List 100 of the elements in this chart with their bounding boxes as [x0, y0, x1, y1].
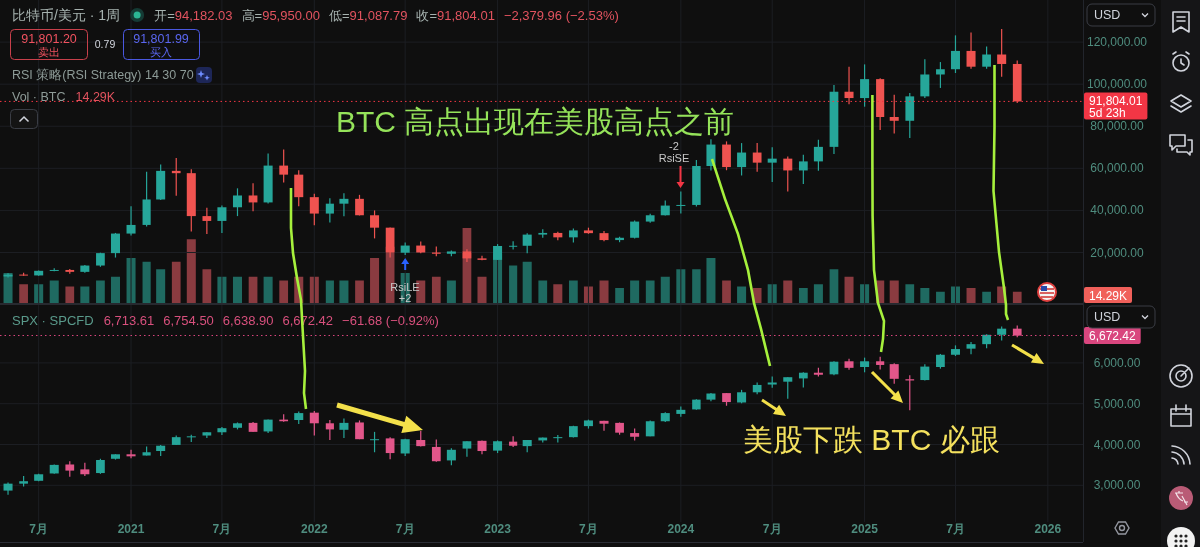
candlestick [950, 34, 960, 74]
bar [813, 284, 823, 303]
candlestick [171, 157, 181, 197]
candlestick [431, 439, 441, 463]
bar [446, 280, 456, 303]
candlestick [889, 362, 899, 385]
candlestick [509, 240, 518, 251]
candlestick [248, 182, 258, 212]
candlestick [966, 32, 976, 70]
annotation: −2,379.96 (−2.53%) [503, 7, 619, 23]
x-tick-label: 7月 [29, 521, 48, 536]
candlestick [385, 436, 395, 460]
ref-line-label: 6,672.42 [1089, 328, 1137, 343]
annotation: -2 [669, 140, 679, 152]
y-tick-label: 4,000.00 [1093, 437, 1141, 452]
x-tick-label: 2025 [851, 521, 879, 536]
candlestick [752, 142, 762, 173]
bar [798, 288, 808, 303]
candlestick [936, 61, 945, 89]
bar [706, 258, 716, 303]
candlestick [339, 417, 349, 439]
annotation: RSI 策略(RSI Strategy) 14 30 70 [12, 68, 194, 82]
candlestick [309, 193, 319, 226]
candlestick [509, 435, 518, 448]
bar [522, 261, 532, 303]
candlestick [813, 139, 823, 172]
annotation: 买入 [150, 46, 172, 58]
bar [248, 276, 258, 303]
y-tick-label: 80,000.00 [1090, 119, 1145, 134]
y-tick-label: 120,000.00 [1086, 35, 1148, 50]
bar [936, 291, 945, 303]
candlestick [80, 462, 90, 477]
candlestick [966, 341, 976, 355]
annotation: −61.68 (−0.92%) [342, 312, 439, 328]
x-tick-label: 7月 [762, 521, 782, 536]
candlestick [630, 219, 640, 240]
text: USD [1094, 8, 1121, 22]
candlestick [783, 376, 793, 400]
bar [96, 280, 105, 303]
text: USD [1094, 310, 1121, 324]
bar [202, 269, 212, 303]
bar [186, 239, 196, 303]
candlestick [325, 419, 334, 441]
bar [263, 276, 273, 303]
bar [34, 284, 44, 303]
x-tick-label: 7月 [212, 521, 232, 536]
annotation: 6,638.90 [222, 312, 274, 328]
candlestick [798, 154, 808, 185]
bar [431, 276, 441, 303]
x-tick-label: 7月 [946, 521, 965, 536]
candlestick [920, 58, 930, 99]
bar [920, 288, 930, 303]
candlestick [997, 28, 1007, 78]
candlestick [783, 155, 793, 193]
bar [110, 276, 120, 303]
candlestick [325, 197, 334, 224]
bar [553, 284, 563, 303]
text: SPX · SPCFD [12, 312, 94, 328]
candlestick [339, 192, 349, 217]
bar [156, 269, 166, 303]
annotation: 高=95,950.00 [241, 7, 320, 23]
bar [783, 280, 793, 303]
x-tick-label: 2023 [484, 521, 512, 536]
bar [49, 280, 59, 303]
x-tick-label: 2026 [1034, 521, 1062, 536]
bar [569, 280, 578, 303]
y-tick-label: 20,000.00 [1090, 245, 1145, 260]
candlestick [370, 431, 380, 453]
candlestick [522, 232, 532, 254]
bar [339, 280, 349, 303]
candlestick [370, 209, 380, 239]
bar [889, 280, 899, 303]
y-tick-label: 100,000.00 [1086, 77, 1148, 92]
bar [19, 284, 28, 303]
candlestick [126, 205, 136, 237]
bar [737, 286, 747, 303]
annotation: 14.29K [75, 90, 116, 104]
x-tick-label: 7月 [579, 521, 598, 536]
annotation: RsiSE [658, 152, 690, 164]
bar [325, 280, 334, 303]
bar [509, 265, 518, 303]
candlestick [126, 449, 136, 459]
bar [80, 286, 90, 303]
bar [905, 284, 915, 303]
candlestick [676, 190, 686, 215]
y-tick-label: 6,000.00 [1093, 355, 1141, 370]
bar [645, 280, 655, 303]
ref-line-label: 91,804.01 [1089, 94, 1143, 109]
text: 14.29K [1089, 288, 1128, 303]
candlestick [599, 420, 609, 432]
bar [966, 288, 976, 303]
annotation: 6,754.50 [163, 312, 214, 328]
x-tick-label: 2021 [117, 521, 145, 536]
bar [829, 269, 839, 303]
y-tick-label: 60,000.00 [1090, 161, 1145, 176]
candlestick [860, 63, 870, 108]
bar [538, 280, 548, 303]
bar [982, 291, 991, 303]
candlestick [232, 187, 242, 217]
annotation: BTC 高点出现在美股高点之前 [336, 104, 735, 138]
